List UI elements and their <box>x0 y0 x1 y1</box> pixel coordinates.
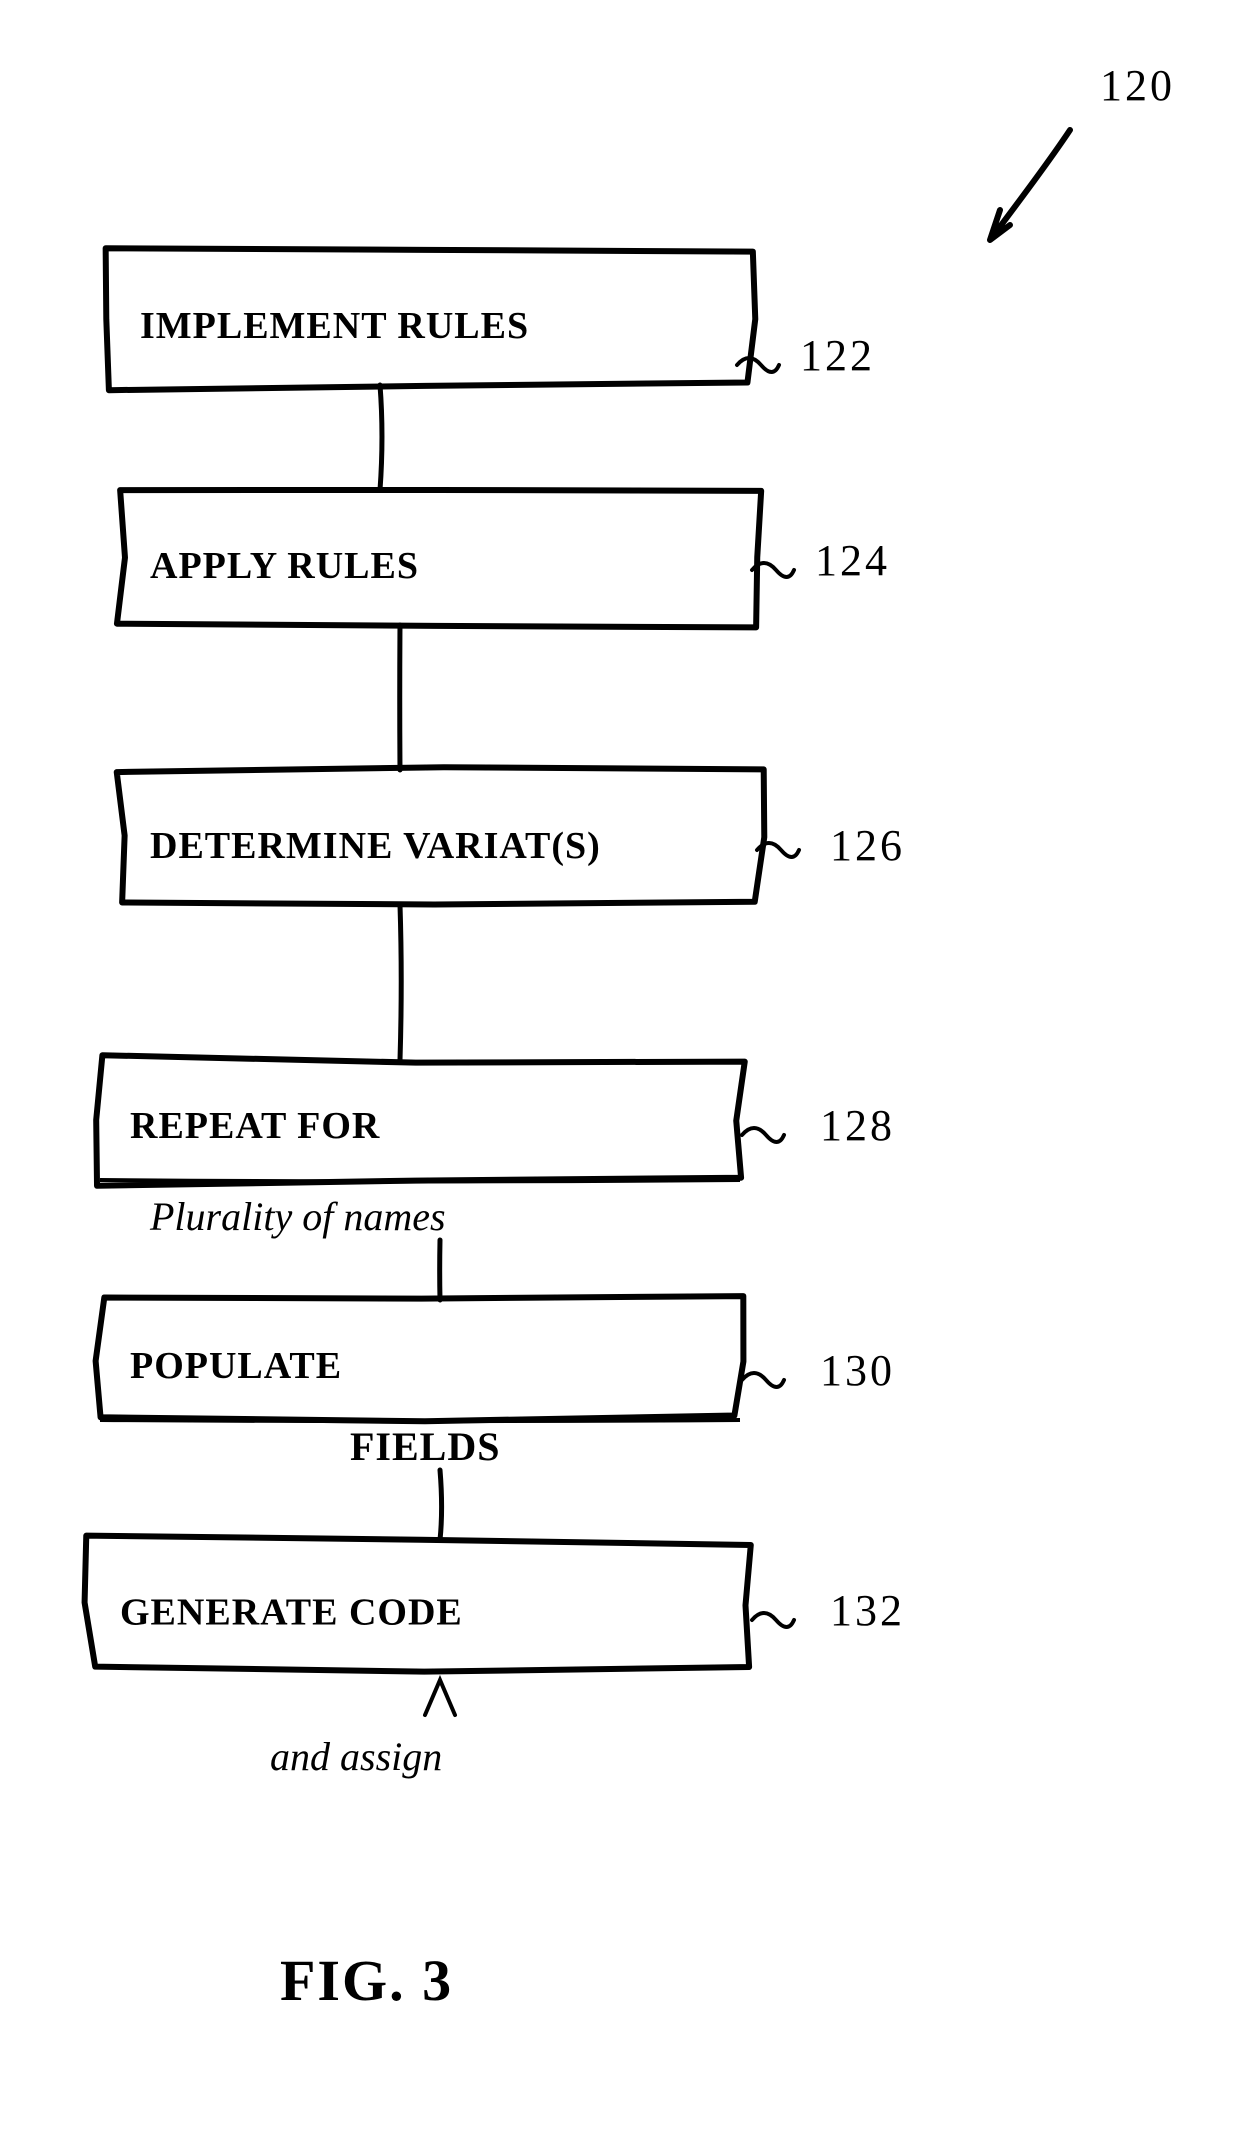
node-text: GENERATE CODE <box>120 1592 463 1634</box>
node-ref: 132 <box>830 1586 905 1635</box>
node-text: IMPLEMENT RULES <box>140 305 529 347</box>
node-ref: 126 <box>830 821 905 870</box>
sketch-underline <box>100 1180 740 1181</box>
node-ref: 122 <box>800 331 875 380</box>
node-annotation: and assign <box>270 1734 442 1779</box>
node-annotation: Plurality of names <box>149 1194 446 1239</box>
node-ref: 128 <box>820 1101 895 1150</box>
overall-ref-label: 120 <box>1100 61 1175 110</box>
node-text: DETERMINE VARIAT(S) <box>150 825 601 867</box>
flow-connector <box>400 905 401 1060</box>
flow-connector <box>380 385 382 490</box>
node-annotation: FIELDS <box>350 1424 501 1469</box>
node-text: POPULATE <box>130 1345 342 1387</box>
flow-connector <box>440 1470 442 1540</box>
figure-label: FIG. 3 <box>280 1948 453 2013</box>
node-ref: 130 <box>820 1346 895 1395</box>
flowchart-diagram: 120 IMPLEMENT RULES 122 APPLY RULES 124 DETER… <box>0 0 1249 2132</box>
node-text: REPEAT FOR <box>130 1105 380 1147</box>
node-text: APPLY RULES <box>150 545 419 587</box>
node-ref: 124 <box>815 536 890 585</box>
sketch-underline <box>100 1420 740 1421</box>
